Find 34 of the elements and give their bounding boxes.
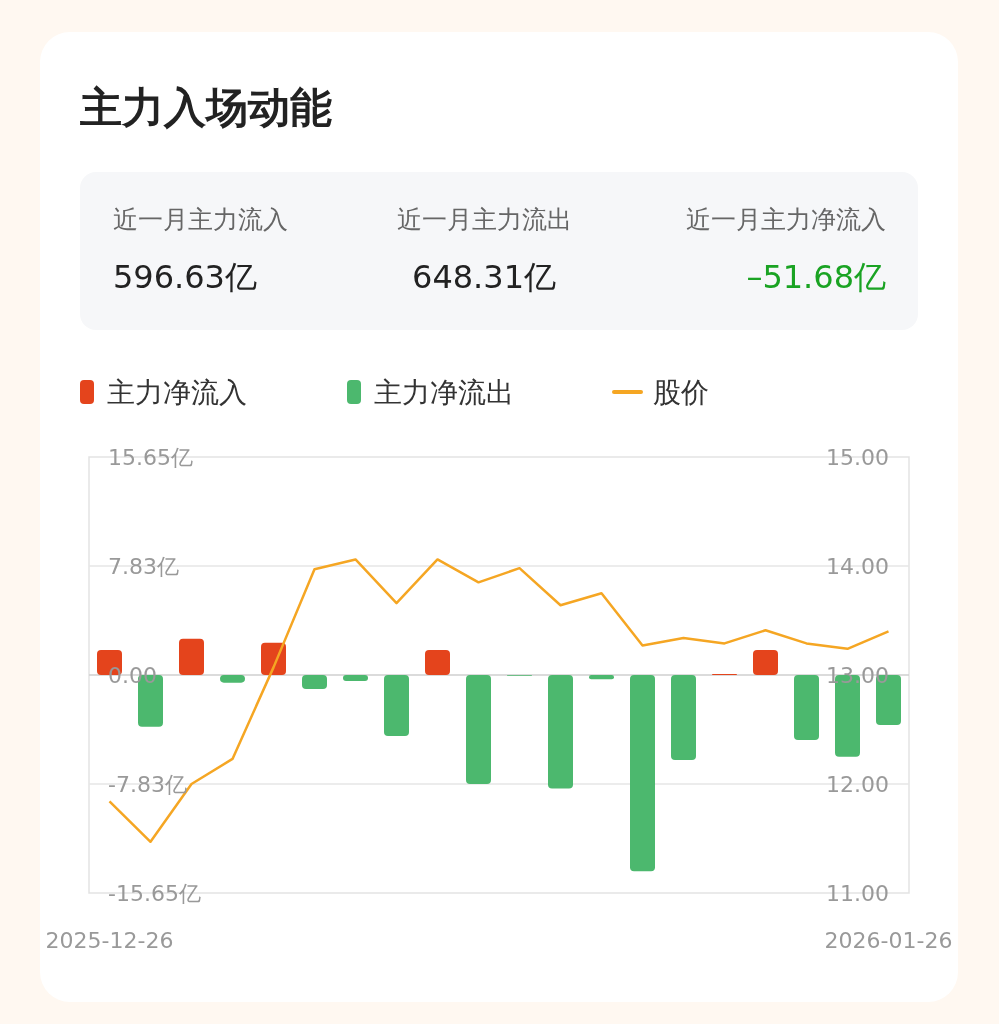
bar (466, 675, 491, 785)
y2-tick-label: 14.00 (826, 553, 889, 579)
bar (671, 675, 696, 760)
x-tick-label: 2026-01-26 (824, 928, 953, 953)
x-tick-label: 2025-12-26 (45, 928, 174, 953)
bar (343, 675, 368, 681)
y2-tick-label: 12.00 (826, 771, 889, 797)
y2-tick-label: 11.00 (826, 880, 889, 906)
bar (425, 649, 450, 675)
text: 近一月主力流入 (113, 205, 288, 234)
bar (630, 675, 655, 872)
y-tick-label: 7.83亿 (108, 553, 179, 579)
bar (589, 675, 614, 680)
y-tick-label: 15.65亿 (108, 444, 193, 470)
chart-title: 主力入场动能 (79, 83, 332, 132)
y-tick-label: -7.83亿 (108, 771, 187, 797)
legend-label: 主力净流出 (374, 376, 514, 409)
legend-label: 股价 (653, 376, 709, 409)
bar (384, 675, 409, 737)
bar (179, 638, 204, 675)
text: 596.63亿 (113, 258, 257, 296)
bar (548, 675, 573, 789)
text: 近一月主力流出 (396, 205, 572, 234)
bar (753, 649, 778, 675)
y-tick-label: -15.65亿 (108, 880, 201, 906)
line-series (108, 558, 890, 844)
bar (302, 675, 327, 689)
y2-tick-label: 15.00 (826, 444, 889, 470)
bar (220, 675, 245, 683)
bar (794, 675, 819, 741)
legend-label: 主力净流入 (107, 376, 247, 409)
text: 近一月主力净流入 (686, 205, 886, 234)
text: 648.31亿 (412, 258, 556, 296)
text: –51.68亿 (746, 258, 886, 296)
